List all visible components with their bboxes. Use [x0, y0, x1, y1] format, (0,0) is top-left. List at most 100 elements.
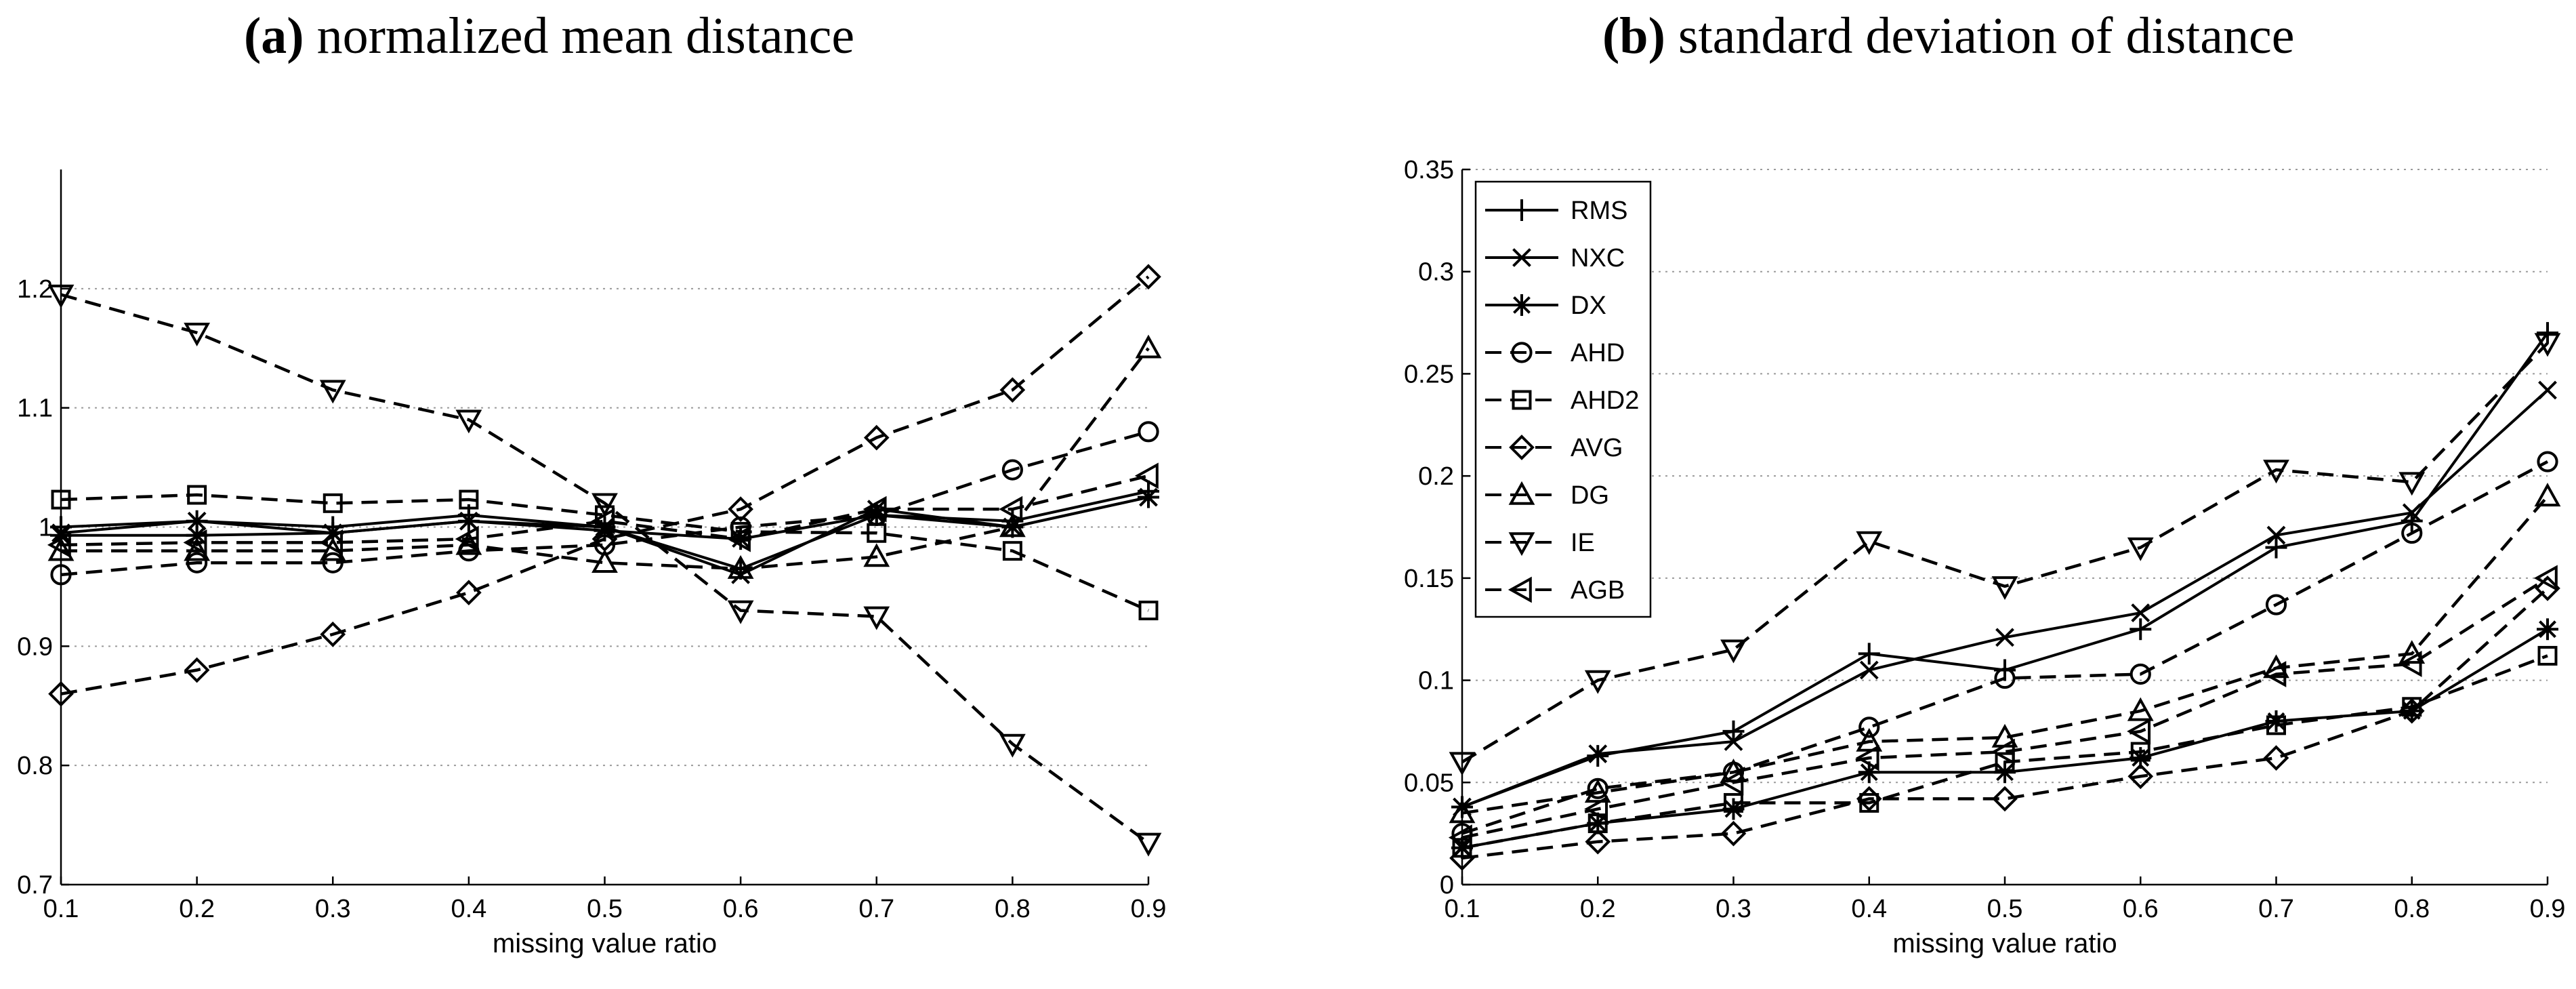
a-point-agb [1134, 462, 1159, 489]
b-x-tick-label: 0.9 [2530, 895, 2566, 923]
a-y-tick-label: 1.2 [17, 275, 53, 304]
b-point-avg [1449, 845, 1475, 871]
b-point-dx [1858, 761, 1880, 784]
a-point-ie [863, 606, 890, 630]
a-point-dg [184, 537, 211, 561]
b-point-ahd2 [1724, 792, 1743, 813]
b-x-tick-label: 0.3 [1716, 895, 1751, 923]
a-point-dg [47, 537, 75, 561]
a-y-tick-label: 0.9 [17, 632, 53, 661]
a-series-line-agb [60, 474, 1149, 547]
b-point-nxc [2402, 503, 2422, 523]
a-series-line-avg [60, 275, 1150, 695]
b-point-dg [1584, 779, 1611, 803]
a-x-tick-label: 0.6 [723, 895, 759, 923]
b-point-dx [2130, 747, 2152, 769]
b-point-ahd [2265, 594, 2287, 615]
b-point-dg [2127, 697, 2154, 721]
a-point-avg [48, 681, 74, 707]
b-point-dg [1856, 727, 1883, 752]
a-point-dg [455, 531, 482, 555]
a-x-tick-label: 0.2 [179, 895, 215, 923]
b-point-dx [1722, 798, 1745, 820]
a-point-ie [184, 323, 211, 347]
b-point-avg [2398, 698, 2425, 724]
a-point-avg [863, 424, 890, 451]
a-point-avg [1136, 264, 1161, 290]
b-point-agb [2127, 718, 2151, 745]
b-point-agb [1991, 738, 2015, 765]
a-x-axis-label: missing value ratio [493, 929, 717, 958]
b-legend-label-ie: IE [1571, 529, 1595, 557]
b-point-dx [1587, 812, 1609, 834]
a-x-tick-label: 0.3 [315, 895, 351, 923]
a-point-dx [457, 510, 480, 532]
b-point-dg [1720, 759, 1747, 783]
b-point-dg [2263, 654, 2289, 679]
a-point-dg [999, 513, 1026, 538]
b-y-tick-label: 0.1 [1418, 667, 1454, 695]
b-point-avg [2127, 763, 2154, 790]
b-x-tick-label: 0.8 [2394, 895, 2430, 923]
a-series-line-ie [60, 293, 1150, 845]
b-legend-box [1474, 180, 1652, 618]
panel-b-label: (b) [1602, 7, 1665, 64]
b-legend-marker-ahd [1511, 342, 1533, 363]
b-x-tick-label: 0.2 [1580, 895, 1616, 923]
a-point-agb [727, 525, 751, 552]
a-point-ahd [1001, 459, 1023, 481]
b-point-dx [1994, 761, 2016, 784]
b-point-ahd [1858, 716, 1880, 738]
a-point-dx [322, 522, 344, 544]
a-series-line-ahd [60, 430, 1149, 577]
a-point-agb [319, 529, 344, 556]
b-y-tick-label: 0.15 [1404, 565, 1454, 593]
b-point-dx [2537, 618, 2558, 641]
b-point-nxc [1588, 744, 1608, 763]
b-point-agb [2533, 565, 2558, 592]
a-y-tick-label: 0.7 [17, 871, 53, 900]
b-point-dg [2534, 483, 2561, 507]
b-point-nxc [1995, 628, 2014, 647]
b-point-rms [2265, 536, 2287, 559]
b-legend-marker-avg [1509, 435, 1535, 460]
panel-a-title-text: normalized mean distance [316, 7, 855, 64]
a-x-tick-label: 0.8 [995, 895, 1031, 923]
a-point-ahd [1138, 421, 1159, 443]
a-point-ahd2 [1002, 541, 1022, 561]
b-point-ie [1449, 752, 1476, 776]
a-x-tick-label: 0.5 [587, 895, 623, 923]
a-point-ie [999, 733, 1026, 758]
b-point-ahd2 [2130, 742, 2151, 762]
b-point-dx [2401, 700, 2423, 722]
a-point-avg [728, 496, 753, 522]
b-y-tick-label: 0.35 [1404, 156, 1454, 184]
a-point-ahd [322, 552, 344, 573]
b-legend-label-avg: AVG [1571, 434, 1623, 462]
a-point-dg [319, 537, 346, 561]
b-point-ahd2 [2266, 715, 2286, 735]
b-y-tick-label: 0.25 [1404, 360, 1454, 388]
b-point-nxc [1724, 732, 1743, 751]
a-point-ie [455, 409, 482, 434]
chart-b: 0 0.05 0.1 0.15 0.2 0.25 0.3 0.35 0.1 0.2 0.3 0.4 0.… [1404, 156, 2565, 958]
b-point-nxc [2538, 380, 2557, 400]
b-legend-marker-dg [1508, 481, 1535, 505]
b-x-tick-label: 0.7 [2258, 895, 2294, 923]
a-point-dg [591, 549, 618, 573]
a-point-dx [50, 524, 72, 546]
b-point-nxc [1859, 660, 1879, 680]
b-point-agb [1584, 796, 1608, 822]
a-point-agb [455, 525, 479, 552]
b-point-nxc [2131, 603, 2151, 622]
a-point-dx [1138, 486, 1159, 508]
b-point-ahd2 [2537, 645, 2558, 666]
a-point-ie [319, 380, 346, 404]
a-series-line-ahd2 [60, 493, 1149, 612]
b-point-ie [1720, 639, 1747, 664]
b-point-avg [1992, 786, 2018, 812]
chart-a: 0.7 0.8 0.9 1 1.1 1.2 0.1 0.2 0.3 0.4 0.5 0.6 0.7 0.8… [17, 169, 1166, 958]
b-x-tick-label: 0.4 [1851, 895, 1887, 923]
b-series-line-avg [1461, 587, 2549, 860]
